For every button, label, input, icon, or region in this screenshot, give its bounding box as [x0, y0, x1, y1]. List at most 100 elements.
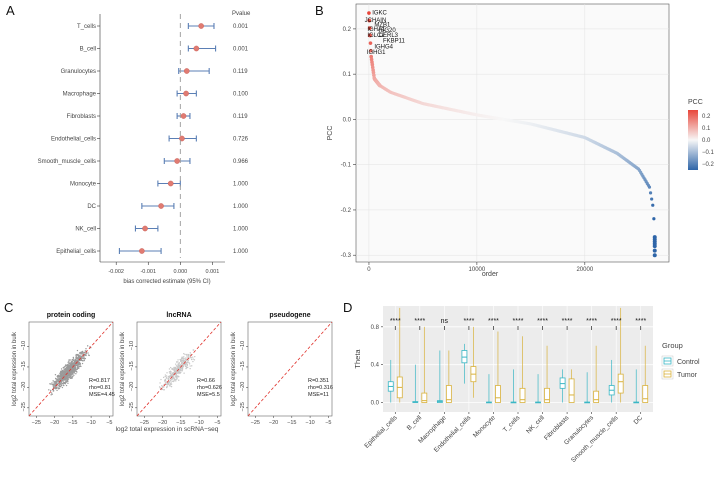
- facet-point: [182, 363, 184, 366]
- facet-point: [74, 370, 77, 372]
- facet-point: [84, 353, 87, 355]
- box-tumor-smooth-muscle-cells: [617, 307, 624, 403]
- facet-point: [184, 353, 186, 356]
- facet-ytick-label: −20: [240, 382, 246, 391]
- facet-point: [78, 354, 80, 357]
- facet-ytick-label: −10: [21, 341, 27, 350]
- facet-point: [76, 354, 78, 356]
- facet-point: [177, 359, 179, 361]
- facet-point: [167, 378, 170, 380]
- gene-label-ighg1: IGHG1: [367, 50, 386, 56]
- facet-point: [66, 365, 69, 367]
- forest-pvalue-monocyte: 1.000: [233, 182, 249, 188]
- pcc-xtick-label: 20000: [576, 267, 593, 273]
- forest-label-endothelial-cells: Endothelial_cells: [51, 137, 96, 143]
- facet-title: protein coding: [47, 312, 96, 319]
- facet-point: [75, 373, 77, 375]
- pcc-tail-point: [652, 253, 657, 258]
- pcc-tail-point: [652, 248, 657, 253]
- pcc-legend-tick-label: −0.2: [702, 162, 715, 168]
- facet-point: [192, 349, 195, 351]
- forest-pvalue-t-cells: 0.001: [233, 24, 249, 30]
- pcc-ytick-label: -0.3: [341, 253, 352, 259]
- facet-point: [178, 379, 180, 381]
- facet-point: [65, 367, 67, 370]
- forest-label-b-cell: B_cell: [80, 47, 96, 53]
- pcc-ytick-label: 0.1: [343, 72, 352, 78]
- facet-point: [69, 359, 71, 361]
- forest-point-monocyte: [167, 180, 174, 187]
- forest-pvalue-dc: 1.000: [233, 204, 249, 210]
- facet-point: [169, 372, 171, 375]
- sig-fibroblasts: ****: [562, 318, 573, 325]
- forest-label-smooth-muscle-cells: Smooth_muscle_cells: [38, 159, 96, 165]
- facet-point: [183, 372, 185, 374]
- facet-point: [181, 361, 183, 363]
- facet-point: [61, 370, 64, 372]
- facet-point: [160, 378, 162, 381]
- facet-point: [188, 353, 190, 356]
- facet-point: [175, 380, 177, 382]
- pcc-gene-labels: IGKC JCHAINMZB1IGHA1ISG20IGLC2DERL3FKBP11…: [365, 10, 406, 56]
- pcc-legend-tick-label: 0.0: [702, 138, 711, 144]
- facet-point: [187, 355, 190, 357]
- facet-point: [170, 385, 173, 388]
- panel-b-letter: B: [315, 3, 324, 18]
- forest-label-dc: DC: [87, 204, 96, 210]
- facet-point: [84, 350, 87, 352]
- pcc-point: [648, 191, 653, 195]
- gene-label-igkc: IGKC: [372, 10, 387, 16]
- facet-ytick-label: −20: [21, 382, 27, 391]
- facet-point: [85, 354, 87, 357]
- facet-point: [70, 361, 72, 363]
- facet-xtick-label: −10: [305, 420, 314, 426]
- legend-item-control: Control: [661, 355, 700, 367]
- facet-point: [79, 356, 81, 358]
- facet-point: [81, 353, 83, 355]
- box-control-dc: [633, 369, 640, 404]
- facet-point: [79, 359, 82, 362]
- forest-x-axis: -0.002 -0.001 0.000 0.001: [99, 14, 225, 275]
- facet-xtick-label: −5: [325, 420, 331, 426]
- facet-point: [166, 383, 169, 385]
- box-body: [593, 390, 600, 403]
- box-tumor-b-cell: [421, 326, 428, 403]
- forest-pvalues: 0.001 0.001 0.119 0.100 0.119 0.726 0.966 1.000…: [233, 24, 249, 255]
- facet-point: [74, 360, 77, 363]
- facet-point: [66, 369, 68, 371]
- facet-point: [189, 357, 191, 359]
- pcc-ytick-label: 0.0: [343, 117, 352, 123]
- facet-point: [178, 371, 180, 374]
- facet-point: [180, 360, 182, 363]
- facet-point: [87, 352, 89, 354]
- forest-label-granulocytes: Granulocytes: [61, 69, 96, 75]
- sig-macrophage: ns: [441, 318, 449, 325]
- facet-point: [75, 369, 77, 371]
- pcc-xtick-label: 10000: [469, 267, 486, 273]
- forest-point-dc: [158, 203, 164, 209]
- pcc-gridlines: [356, 4, 669, 262]
- theta-category-epithelial-cells: Epithelial_cells: [363, 414, 399, 450]
- box-body: [642, 385, 649, 403]
- facet-point: [162, 376, 165, 379]
- facet-ytick-label: −10: [240, 341, 246, 350]
- forest-pvalue-b-cell: 0.001: [233, 47, 249, 53]
- facet-point: [60, 385, 62, 388]
- panel-d-letter: D: [343, 300, 352, 315]
- facet-identity-line: [136, 321, 222, 417]
- facet-xtick-label: −10: [194, 420, 203, 426]
- facet-point: [177, 361, 179, 363]
- facet-point: [171, 368, 173, 370]
- facet-point: [87, 354, 90, 356]
- facet-point: [168, 380, 171, 383]
- panel-d: D **** **** ns **** **** **** **** **** **** ****…: [343, 300, 700, 464]
- facet-point: [178, 376, 180, 378]
- facet-ytick-label: −15: [240, 361, 246, 370]
- facet-stat: MSE=5.5: [197, 392, 220, 398]
- facet-point: [161, 386, 164, 388]
- forest-point-endothelial-cells: [179, 135, 185, 142]
- pcc-legend: PCC 0.2 0.1 0.0 −0.1 −0.2: [688, 99, 715, 170]
- facet-point: [80, 353, 82, 355]
- pcc-point: [369, 48, 373, 53]
- expression-x-label: log2 total expression in scRNA−seq: [116, 426, 219, 433]
